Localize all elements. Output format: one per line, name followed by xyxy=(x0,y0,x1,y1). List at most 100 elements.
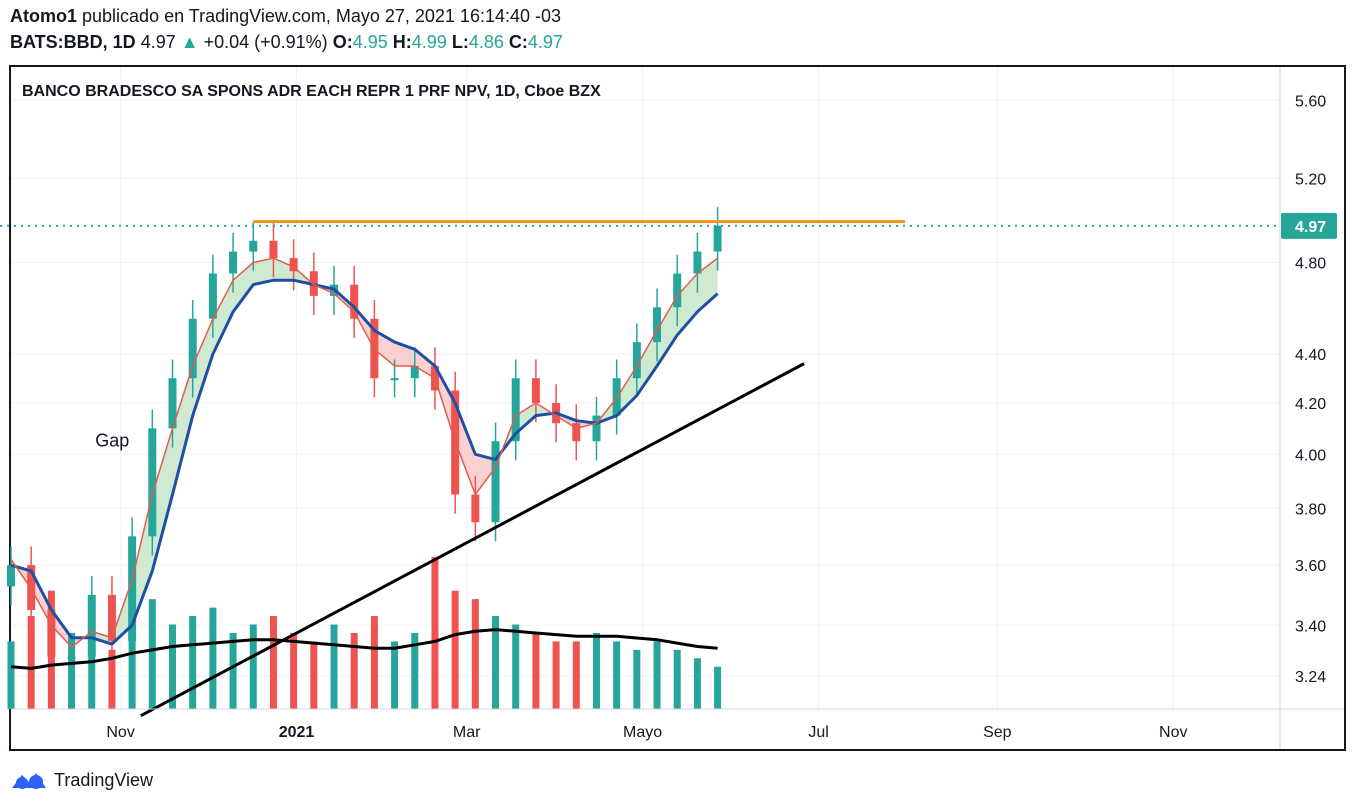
volume-bar xyxy=(7,641,15,709)
candle-body xyxy=(148,428,157,537)
candle-body xyxy=(47,609,56,657)
x-tick-label: 2021 xyxy=(279,724,315,741)
ma-cloud-segment xyxy=(475,454,496,495)
x-tick-label: Mayo xyxy=(623,724,662,741)
ma-cloud-segment xyxy=(636,330,658,396)
x-tick-label: Nov xyxy=(1159,724,1187,741)
ma-cloud-segment xyxy=(515,402,536,434)
candle-body xyxy=(249,240,258,252)
candle-body xyxy=(511,378,520,442)
gap-annotation: Gap xyxy=(95,430,129,450)
publish-info: Atomo1 publicado en TradingView.com, May… xyxy=(10,6,561,27)
volume-bar xyxy=(613,641,621,709)
candle-body xyxy=(713,225,722,252)
volume-bar xyxy=(330,624,338,709)
volume-bar xyxy=(169,624,177,709)
candle-body xyxy=(208,273,217,319)
axes: 5.60 5.20 4.80 4.40 4.20 4.00 3.80 3.60 3.40 3.24… xyxy=(11,67,1344,749)
candle-body xyxy=(229,251,238,274)
price-change: +0.04 (+0.91%) xyxy=(203,32,328,52)
volume-bar xyxy=(27,616,35,709)
y-tick-label: 3.24 xyxy=(1295,669,1326,686)
low-value: 4.86 xyxy=(468,32,504,52)
close-label: C: xyxy=(508,32,528,52)
chart-title: BANCO BRADESCO SA SPONS ADR EACH REPR 1 … xyxy=(22,83,601,100)
x-tick-label: Jul xyxy=(808,724,828,741)
grid xyxy=(11,67,1280,709)
volume-bar xyxy=(451,590,459,709)
ma-cloud-segment xyxy=(233,262,254,312)
symbol-info: BATS:BBD, 1D 4.97 ▲ +0.04 (+0.91%) O:4.9… xyxy=(10,32,563,53)
volume-bar xyxy=(572,641,580,709)
chart-frame xyxy=(9,65,1346,751)
volume-bar xyxy=(310,641,318,709)
x-tick-label: Sep xyxy=(983,724,1012,741)
candle-body xyxy=(168,378,177,429)
ma-cloud-segment xyxy=(414,349,435,379)
volume-bar xyxy=(148,599,156,709)
y-tick-label: 4.00 xyxy=(1295,447,1326,464)
trend-line xyxy=(140,362,805,718)
y-tick-label: 5.20 xyxy=(1295,171,1326,188)
volume-bar xyxy=(653,641,661,709)
candle-body xyxy=(7,565,15,587)
volume-bar xyxy=(269,616,277,709)
y-tick-label: 3.60 xyxy=(1295,558,1326,575)
candle-body xyxy=(693,251,702,274)
candle-body xyxy=(128,536,137,641)
x-tick-label: Nov xyxy=(106,724,134,741)
y-tick-label: 5.60 xyxy=(1295,93,1326,110)
y-tick-label: 4.20 xyxy=(1295,396,1326,413)
close-value: 4.97 xyxy=(527,32,563,52)
ma-cloud xyxy=(11,258,718,648)
open-label: O: xyxy=(332,32,353,52)
author-name[interactable]: Atomo1 xyxy=(10,6,77,26)
volume-bar xyxy=(249,624,257,709)
last-price: 4.97 xyxy=(140,32,176,52)
volume-bar xyxy=(492,616,500,709)
open-value: 4.95 xyxy=(352,32,388,52)
candle-body xyxy=(67,656,76,659)
y-tick-label: 3.80 xyxy=(1295,501,1326,518)
ma-cloud-segment xyxy=(31,571,52,626)
candle-body xyxy=(107,594,116,641)
candle-body xyxy=(87,594,96,657)
footer: TradingView xyxy=(10,766,153,794)
ma-cloud-segment xyxy=(657,295,678,367)
brand-name[interactable]: TradingView xyxy=(54,769,154,790)
fast-ma-line xyxy=(10,257,719,649)
candle-body xyxy=(350,284,359,319)
volume-bar xyxy=(189,616,197,709)
volume-bar xyxy=(370,616,378,709)
volume-bar xyxy=(431,556,439,709)
volume-bar xyxy=(633,649,641,709)
last-price-label: 4.97 xyxy=(1295,219,1326,236)
volume-bar xyxy=(290,632,298,709)
ma-cloud-segment xyxy=(172,366,193,495)
triangle-up-icon: ▲ xyxy=(180,32,199,52)
candle-body xyxy=(289,258,298,272)
volume-bar xyxy=(391,641,399,709)
candle-body xyxy=(410,366,419,379)
high-label: H: xyxy=(392,32,412,52)
ma-cloud-segment xyxy=(132,494,153,626)
candle-body xyxy=(269,240,278,259)
y-tick-label: 4.80 xyxy=(1295,255,1326,272)
candle-body xyxy=(471,494,480,523)
volume-bar xyxy=(108,649,116,709)
ma-cloud-segment xyxy=(455,402,476,495)
candle-body xyxy=(673,273,682,308)
candle-body xyxy=(632,342,641,379)
ma-cloud-segment xyxy=(434,366,456,442)
published-text: publicado en TradingView.com, Mayo 27, 2… xyxy=(82,6,562,26)
slow-ma-line xyxy=(10,278,719,646)
tradingview-logo-icon[interactable] xyxy=(10,769,48,791)
volume-bar xyxy=(714,666,722,709)
volume-bar xyxy=(350,632,358,709)
symbol-label: BATS:BBD, 1D xyxy=(10,32,136,52)
volume-bar xyxy=(592,632,600,709)
ma-cloud-segment xyxy=(677,273,698,336)
candle-body xyxy=(390,378,399,381)
x-tick-label: Mar xyxy=(453,724,481,741)
